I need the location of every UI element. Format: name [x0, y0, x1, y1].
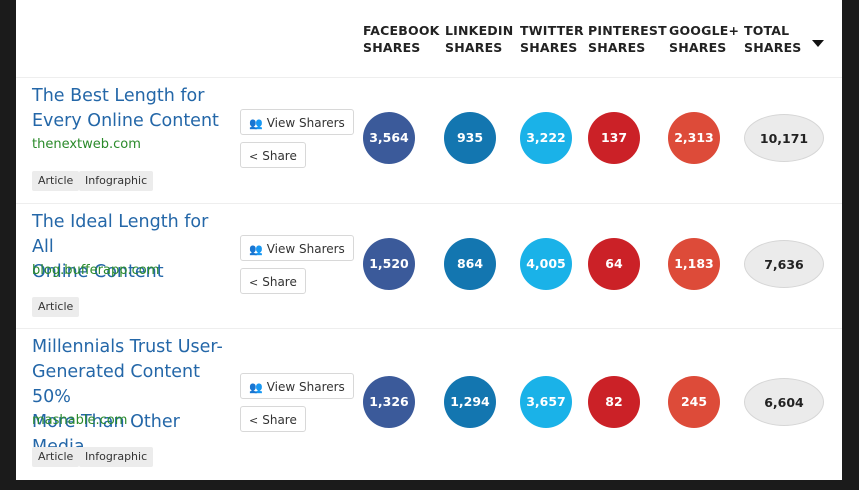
twitter-shares-count: 3,657: [520, 376, 572, 428]
header-line: SHARES: [669, 40, 727, 55]
header-line: TWITTER: [520, 23, 584, 38]
button-label: Share: [262, 413, 297, 427]
button-label: View Sharers: [266, 380, 345, 394]
googleplus-shares-count: 2,313: [668, 112, 720, 164]
total-shares-count: 6,604: [744, 378, 824, 426]
header-line: SHARES: [744, 40, 802, 55]
pinterest-shares-count: 82: [588, 376, 640, 428]
results-panel: FACEBOOK SHARES LINKEDIN SHARES TWITTER …: [16, 0, 842, 480]
header-line: FACEBOOK: [363, 23, 440, 38]
view-sharers-button[interactable]: 👥 View Sharers: [240, 373, 354, 399]
share-button[interactable]: < Share: [240, 406, 306, 432]
facebook-shares-count: 1,520: [363, 238, 415, 290]
button-label: Share: [262, 275, 297, 289]
share-icon: <: [249, 150, 259, 163]
article-domain-link[interactable]: thenextweb.com: [32, 137, 141, 152]
linkedin-shares-count: 1,294: [444, 376, 496, 428]
header-line: SHARES: [520, 40, 578, 55]
article-domain-link[interactable]: blog.bufferapp.com: [32, 263, 160, 278]
title-line: Every Online Content: [32, 111, 219, 131]
header-line: PINTEREST: [588, 23, 667, 38]
tag-badge[interactable]: Infographic: [79, 447, 154, 467]
total-shares-count: 10,171: [744, 114, 824, 162]
title-line: Millennials Trust User-: [32, 337, 223, 357]
pinterest-shares-count: 64: [588, 238, 640, 290]
share-icon: <: [249, 414, 259, 427]
pinterest-shares-count: 137: [588, 112, 640, 164]
row-divider: [16, 203, 842, 204]
header-line: SHARES: [588, 40, 646, 55]
view-sharers-button[interactable]: 👥 View Sharers: [240, 109, 354, 135]
article-title-link[interactable]: The Ideal Length for All Online Content: [32, 210, 232, 285]
header-line: TOTAL: [744, 23, 790, 38]
tag-badge[interactable]: Article: [32, 447, 80, 467]
googleplus-shares-count: 1,183: [668, 238, 720, 290]
header-linkedin-shares[interactable]: LINKEDIN SHARES: [445, 22, 513, 56]
header-line: SHARES: [445, 40, 503, 55]
title-line: The Ideal Length for All: [32, 212, 209, 257]
title-line: Generated Content 50%: [32, 362, 201, 407]
tag-badge[interactable]: Article: [32, 297, 80, 317]
view-sharers-button[interactable]: 👥 View Sharers: [240, 235, 354, 261]
title-line: Online Content: [32, 262, 164, 282]
result-row: Millennials Trust User- Generated Conten…: [16, 329, 842, 480]
header-line: LINKEDIN: [445, 23, 514, 38]
row-divider: [16, 77, 842, 78]
facebook-shares-count: 1,326: [363, 376, 415, 428]
article-title-link[interactable]: Millennials Trust User- Generated Conten…: [32, 335, 232, 460]
users-icon: 👥: [249, 117, 263, 130]
users-icon: 👥: [249, 381, 263, 394]
article-title-link[interactable]: The Best Length for Every Online Content: [32, 84, 232, 134]
twitter-shares-count: 4,005: [520, 238, 572, 290]
users-icon: 👥: [249, 243, 263, 256]
googleplus-shares-count: 245: [668, 376, 720, 428]
button-label: View Sharers: [266, 242, 345, 256]
share-icon: <: [249, 276, 259, 289]
title-line: The Best Length for: [32, 86, 205, 106]
header-googleplus-shares[interactable]: GOOGLE+ SHARES: [669, 22, 739, 56]
header-pinterest-shares[interactable]: PINTEREST SHARES: [588, 22, 667, 56]
header-facebook-shares[interactable]: FACEBOOK SHARES: [363, 22, 440, 56]
twitter-shares-count: 3,222: [520, 112, 572, 164]
button-label: View Sharers: [266, 116, 345, 130]
sort-desc-icon[interactable]: [812, 40, 824, 47]
linkedin-shares-count: 864: [444, 238, 496, 290]
linkedin-shares-count: 935: [444, 112, 496, 164]
total-shares-count: 7,636: [744, 240, 824, 288]
row-divider: [16, 328, 842, 329]
header-line: GOOGLE+: [669, 23, 740, 38]
header-twitter-shares[interactable]: TWITTER SHARES: [520, 22, 584, 56]
result-row: The Ideal Length for All Online Content …: [16, 204, 842, 328]
article-domain-link[interactable]: mashable.com: [32, 413, 128, 428]
result-row: The Best Length for Every Online Content…: [16, 78, 842, 203]
header-line: SHARES: [363, 40, 421, 55]
header-total-shares[interactable]: TOTAL SHARES: [744, 22, 802, 56]
tag-badge[interactable]: Infographic: [79, 171, 154, 191]
share-button[interactable]: < Share: [240, 268, 306, 294]
button-label: Share: [262, 149, 297, 163]
share-button[interactable]: < Share: [240, 142, 306, 168]
facebook-shares-count: 3,564: [363, 112, 415, 164]
tag-badge[interactable]: Article: [32, 171, 80, 191]
